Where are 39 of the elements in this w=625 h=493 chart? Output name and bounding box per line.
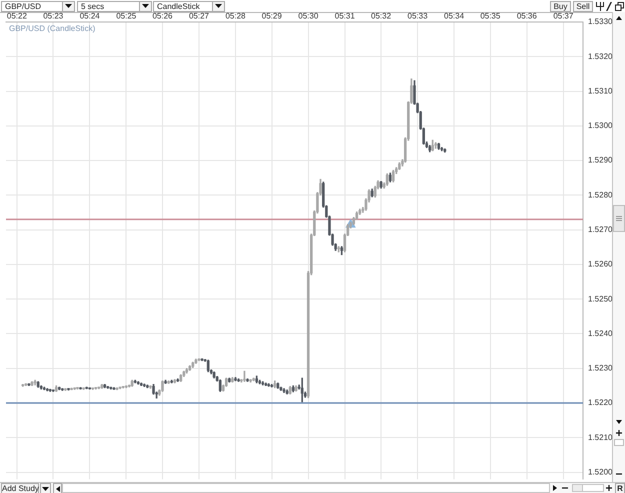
candlestick — [243, 370, 246, 382]
x-tick-label: 05:34 — [444, 11, 465, 20]
chart-title: GBP/USD (CandleStick) — [9, 24, 96, 34]
x-tick-label: 05:32 — [371, 11, 392, 20]
x-tick-label: 05:35 — [480, 11, 501, 20]
x-tick-label: 05:26 — [152, 11, 174, 20]
x-tick-label: 05:30 — [298, 11, 319, 20]
y-tick-label: 1.5310 — [588, 86, 614, 96]
chart-type-dropdown: CandleStick — [153, 1, 225, 12]
x-tick-label: 05:37 — [553, 11, 574, 20]
r-button: R — [615, 483, 625, 493]
add-study-button: Add Study — [1, 483, 39, 493]
y-tick-label: 1.5260 — [588, 260, 614, 269]
y-tick-label: 1.5250 — [588, 294, 614, 304]
x-tick-label: 05:24 — [80, 11, 100, 20]
y-tick-label: 1.5270 — [588, 225, 614, 234]
x-tick-label: 05:28 — [225, 11, 246, 20]
buy-button: Buy — [550, 1, 571, 12]
sell-button: Sell — [573, 1, 593, 12]
x-tick-label: 05:22 — [6, 11, 28, 20]
interval-dropdown: 5 secs — [77, 1, 152, 12]
y-tick-label: 1.5220 — [588, 398, 614, 408]
x-tick-label: 05:29 — [262, 11, 282, 20]
symbol-dropdown: GBP/USD — [1, 1, 75, 12]
y-tick-label: 1.5330 — [588, 17, 614, 26]
y-tick-label: 1.5280 — [588, 190, 614, 200]
x-tick-label: 05:27 — [188, 11, 210, 20]
y-tick-label: 1.5210 — [588, 432, 614, 442]
y-tick-label: 1.5290 — [588, 156, 614, 165]
x-tick-label: 05:33 — [408, 11, 428, 20]
y-tick-label: 1.5300 — [588, 121, 614, 130]
x-tick-label: 05:25 — [116, 11, 137, 20]
x-tick-label: 05:23 — [43, 11, 64, 20]
y-tick-label: 1.5200 — [588, 467, 614, 476]
y-tick-label: 1.5230 — [588, 364, 614, 373]
x-tick-label: 05:31 — [334, 11, 356, 20]
y-tick-label: 1.5320 — [588, 52, 614, 61]
x-tick-label: 05:36 — [516, 11, 538, 20]
y-tick-label: 1.5240 — [588, 328, 614, 338]
